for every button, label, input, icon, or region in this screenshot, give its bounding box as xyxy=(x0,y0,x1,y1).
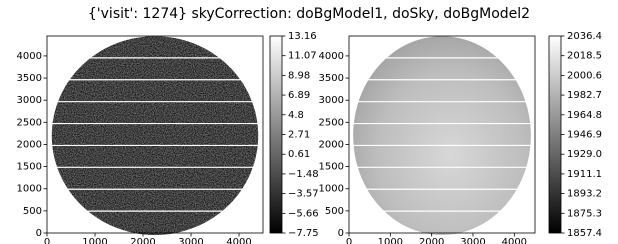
x-tick-label: 2000 xyxy=(130,237,155,244)
x-tick-label: 0 xyxy=(44,237,50,244)
colorbar-tick-label: 1946.9 xyxy=(567,130,602,141)
image-field xyxy=(353,36,531,235)
x-tick-label: 2000 xyxy=(419,237,444,244)
colorbar-tick-label: 1929.0 xyxy=(567,149,602,160)
colorbar-tick-label: 1893.2 xyxy=(567,189,602,200)
x-tick-label: 4000 xyxy=(502,237,527,244)
colorbar-tick-label: 6.89 xyxy=(288,90,310,101)
y-tick-label: 2500 xyxy=(17,117,42,128)
y-tick-label: 3000 xyxy=(17,95,42,106)
x-tick-label: 4000 xyxy=(226,237,251,244)
colorbar-tick-label: −1.48 xyxy=(288,169,319,180)
colorbar-tick-label: 8.98 xyxy=(288,70,310,81)
colorbar xyxy=(270,36,282,233)
x-tick-label: 3000 xyxy=(460,237,485,244)
colorbar-tick-label: 2000.6 xyxy=(567,70,602,81)
colorbar-tick-label: 4.8 xyxy=(288,110,304,121)
y-tick-label: 1500 xyxy=(17,162,42,173)
colorbar-tick-label: 0.61 xyxy=(288,149,310,160)
colorbar-tick-label: 2036.4 xyxy=(567,31,602,42)
y-tick-label: 1000 xyxy=(319,184,344,195)
y-tick-label: 3500 xyxy=(17,73,42,84)
y-tick-label: 2000 xyxy=(17,139,42,150)
y-tick-label: 3000 xyxy=(319,95,344,106)
x-tick-label: 1000 xyxy=(82,237,107,244)
x-tick-label: 1000 xyxy=(378,237,403,244)
colorbar-tick-label: 1982.7 xyxy=(567,90,602,101)
colorbar-tick-label: −5.66 xyxy=(288,208,319,219)
figure: {'visit': 1274} skyCorrection: doBgModel… xyxy=(0,0,618,244)
colorbar-tick-label: 1911.1 xyxy=(567,169,602,180)
y-tick-label: 4000 xyxy=(17,51,42,62)
image-noise xyxy=(52,36,258,235)
figure-title: {'visit': 1274} skyCorrection: doBgModel… xyxy=(88,6,530,22)
colorbar-tick-label: −7.75 xyxy=(288,228,319,239)
y-tick-label: 2500 xyxy=(319,117,344,128)
colorbar-tick-label: −3.57 xyxy=(288,189,319,200)
y-tick-label: 500 xyxy=(23,206,42,217)
y-tick-label: 0 xyxy=(338,228,344,239)
y-tick-label: 0 xyxy=(36,228,42,239)
colorbar-tick-label: 1875.3 xyxy=(567,208,602,219)
colorbar-tick-label: 11.07 xyxy=(288,51,317,62)
colorbar-tick-label: 1857.4 xyxy=(567,228,602,239)
y-tick-label: 1500 xyxy=(319,162,344,173)
x-tick-label: 0 xyxy=(346,237,352,244)
y-tick-label: 3500 xyxy=(319,73,344,84)
y-tick-label: 1000 xyxy=(17,184,42,195)
colorbar-tick-label: 1964.8 xyxy=(567,110,602,121)
y-tick-label: 2000 xyxy=(319,139,344,150)
y-tick-label: 4000 xyxy=(319,51,344,62)
colorbar-tick-label: 2.71 xyxy=(288,129,310,140)
colorbar-tick-label: 2018.5 xyxy=(567,51,602,62)
x-tick-label: 3000 xyxy=(178,237,203,244)
colorbar-tick-label: 13.16 xyxy=(288,31,317,42)
colorbar xyxy=(549,36,561,233)
y-tick-label: 500 xyxy=(325,206,344,217)
